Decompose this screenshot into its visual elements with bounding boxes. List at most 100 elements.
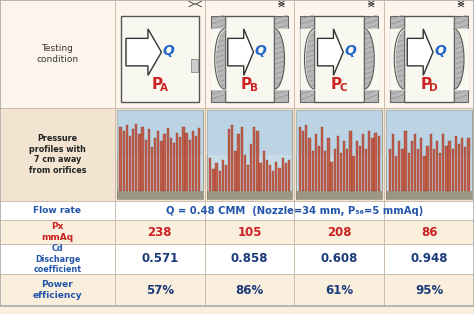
Bar	[119, 127, 122, 191]
Bar	[126, 125, 128, 191]
Bar	[164, 134, 166, 191]
Bar	[398, 141, 401, 191]
Bar	[464, 147, 466, 191]
Bar	[311, 151, 314, 191]
Text: Pressure
profiles with
7 cm away
from orifices: Pressure profiles with 7 cm away from or…	[29, 134, 86, 175]
Text: 20: 20	[367, 0, 375, 1]
Bar	[138, 134, 141, 191]
Bar	[389, 149, 391, 191]
Bar	[401, 149, 403, 191]
Bar	[250, 143, 252, 191]
Text: 20: 20	[457, 0, 465, 1]
Bar	[0, 201, 474, 220]
Bar	[207, 110, 292, 199]
Bar	[390, 16, 404, 102]
Bar	[417, 149, 419, 191]
Bar	[455, 136, 457, 191]
Text: Q = 0.48 CMM  (Nozzle=34 mm, P₅₆=5 mmAq): Q = 0.48 CMM (Nozzle=34 mm, P₅₆=5 mmAq)	[166, 205, 423, 215]
Bar	[392, 134, 394, 191]
Bar	[263, 151, 265, 191]
Bar	[297, 110, 382, 199]
Bar	[0, 244, 474, 274]
Bar	[154, 138, 156, 191]
Text: P: P	[241, 77, 252, 92]
Bar	[288, 160, 290, 191]
Bar	[212, 169, 215, 191]
Bar	[272, 171, 274, 191]
Text: D: D	[429, 83, 438, 93]
Text: 86%: 86%	[236, 284, 264, 296]
Bar	[452, 149, 454, 191]
Bar	[448, 141, 451, 191]
Bar	[305, 125, 308, 191]
Text: 95%: 95%	[415, 284, 443, 296]
Text: 20: 20	[278, 0, 285, 1]
Bar	[117, 110, 203, 154]
Text: 208: 208	[327, 225, 352, 239]
Text: Q: Q	[163, 44, 174, 58]
Bar	[404, 131, 407, 191]
Bar	[349, 131, 352, 191]
Bar	[352, 156, 355, 191]
Bar	[454, 16, 468, 102]
Bar	[275, 162, 277, 191]
Bar	[256, 131, 259, 191]
Bar	[182, 127, 184, 191]
Bar	[228, 129, 230, 191]
Bar	[237, 134, 240, 191]
Text: Testing
condition: Testing condition	[36, 44, 79, 64]
Bar	[427, 146, 428, 191]
Bar	[222, 160, 224, 191]
Bar	[371, 138, 374, 191]
Text: 238: 238	[147, 225, 172, 239]
Bar	[362, 134, 364, 191]
Text: 61%: 61%	[325, 284, 354, 296]
Bar	[461, 138, 463, 191]
Text: A: A	[160, 83, 168, 93]
Bar	[191, 59, 198, 72]
Bar	[244, 154, 246, 191]
Bar	[135, 124, 137, 191]
Bar	[209, 158, 211, 191]
Bar	[423, 156, 426, 191]
Bar	[253, 127, 255, 191]
Bar	[327, 138, 329, 191]
Text: Px
mmAq: Px mmAq	[41, 222, 73, 242]
Bar	[179, 137, 182, 191]
Bar	[198, 128, 201, 191]
Bar	[386, 110, 472, 199]
Bar	[315, 16, 364, 102]
Bar	[282, 158, 284, 191]
Text: B: B	[250, 83, 258, 93]
Bar	[346, 149, 348, 191]
Bar	[259, 163, 262, 191]
Bar	[302, 131, 304, 191]
Bar	[433, 149, 435, 191]
Text: C: C	[339, 83, 347, 93]
Bar	[0, 0, 474, 108]
Bar	[173, 143, 175, 191]
Bar	[436, 141, 438, 191]
Bar	[414, 134, 416, 191]
Bar	[157, 131, 159, 191]
Bar	[285, 163, 287, 191]
Bar	[141, 127, 144, 191]
Bar	[145, 140, 147, 191]
Bar	[356, 141, 358, 191]
Bar	[439, 153, 441, 191]
Bar	[337, 136, 339, 191]
Bar	[334, 149, 336, 191]
Bar	[0, 274, 474, 306]
Bar	[225, 165, 227, 191]
Bar	[241, 127, 243, 191]
Bar	[234, 151, 237, 191]
Text: 0.571: 0.571	[141, 252, 179, 266]
Bar	[309, 138, 310, 191]
Text: P: P	[420, 77, 432, 92]
Bar	[129, 136, 131, 191]
Bar	[123, 131, 125, 191]
Bar	[211, 16, 225, 102]
Text: P: P	[151, 77, 163, 92]
Bar	[359, 146, 361, 191]
Bar	[160, 141, 163, 191]
